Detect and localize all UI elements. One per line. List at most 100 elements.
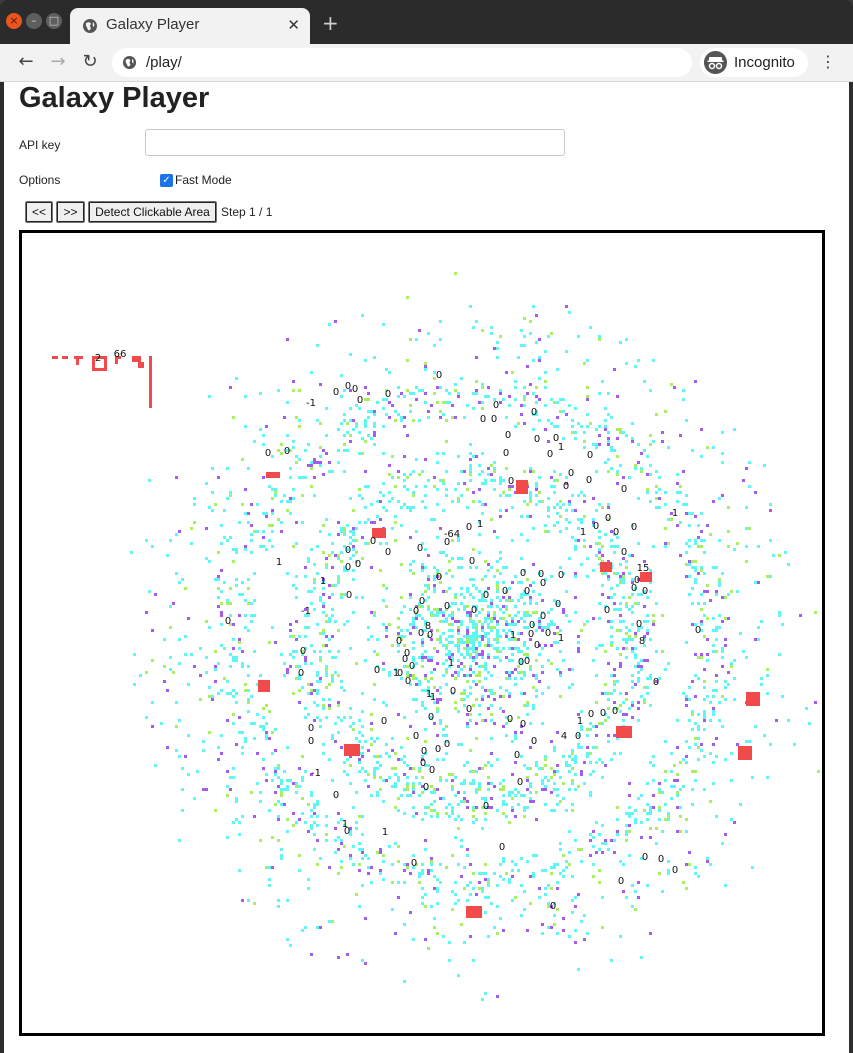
ship-marker[interactable] <box>266 472 280 478</box>
ship-marker[interactable] <box>104 356 107 371</box>
galaxy-cell <box>244 683 247 686</box>
galaxy-cell <box>646 686 649 689</box>
galaxy-cell <box>535 773 538 776</box>
galaxy-cell <box>721 461 724 464</box>
window-minimize-button[interactable]: – <box>26 13 42 29</box>
galaxy-cell <box>241 665 244 668</box>
galaxy-cell <box>331 470 334 473</box>
galaxy-cell <box>319 383 322 386</box>
galaxy-cell <box>574 611 577 614</box>
galaxy-cell <box>433 575 436 578</box>
api-key-input[interactable] <box>145 129 565 156</box>
galaxy-cell <box>517 356 520 359</box>
galaxy-cell <box>214 680 217 683</box>
back-arrow-icon[interactable]: ← <box>18 51 34 72</box>
ship-marker[interactable] <box>258 680 270 692</box>
galaxy-cell <box>484 677 487 680</box>
ship-marker[interactable] <box>92 356 107 359</box>
forward-arrow-icon[interactable]: → <box>50 51 66 72</box>
galaxy-cell <box>448 401 451 404</box>
ship-marker[interactable] <box>640 572 652 582</box>
galaxy-cell <box>592 497 595 500</box>
galaxy-cell <box>526 365 529 368</box>
galaxy-cell <box>643 635 646 638</box>
address-bar[interactable]: /play/ <box>112 48 692 77</box>
tab-close-icon[interactable]: ✕ <box>287 16 300 34</box>
galaxy-cell <box>382 623 385 626</box>
galaxy-cell <box>628 815 631 818</box>
galaxy-cell <box>373 767 376 770</box>
ship-marker[interactable] <box>372 528 386 538</box>
prev-step-button[interactable]: << <box>25 201 53 223</box>
galaxy-cell <box>220 524 223 527</box>
ship-marker[interactable] <box>616 726 632 738</box>
galaxy-cell <box>406 737 409 740</box>
galaxy-cell <box>571 803 574 806</box>
galaxy-number-label: 0 <box>518 657 524 668</box>
ship-marker[interactable] <box>52 356 58 359</box>
galaxy-cell <box>721 494 724 497</box>
galaxy-cell <box>337 581 340 584</box>
galaxy-cell <box>349 725 352 728</box>
detect-clickable-area-button[interactable]: Detect Clickable Area <box>88 201 217 223</box>
ship-marker[interactable] <box>738 746 752 760</box>
galaxy-cell <box>610 959 613 962</box>
kebab-menu-icon[interactable]: ⋮ <box>820 52 836 71</box>
galaxy-cell <box>565 413 568 416</box>
galaxy-cell <box>370 566 373 569</box>
galaxy-cell <box>721 725 724 728</box>
ship-marker[interactable] <box>92 368 107 371</box>
galaxy-cell <box>586 746 589 749</box>
galaxy-cell <box>466 647 469 650</box>
fast-mode-checkbox[interactable]: ✓ <box>160 174 173 187</box>
window-maximize-button[interactable]: □ <box>46 13 62 29</box>
site-info-icon[interactable] <box>122 55 137 70</box>
galaxy-cell <box>607 707 610 710</box>
ship-marker[interactable] <box>149 356 152 408</box>
galaxy-cell <box>472 605 475 608</box>
next-step-button[interactable]: >> <box>56 201 85 223</box>
galaxy-number-label: 0 <box>436 370 442 381</box>
galaxy-cell <box>559 500 562 503</box>
ship-marker[interactable] <box>344 744 360 756</box>
galaxy-cell <box>280 854 283 857</box>
new-tab-button[interactable]: + <box>322 11 339 35</box>
galaxy-cell <box>757 638 760 641</box>
galaxy-cell <box>343 530 346 533</box>
galaxy-cell <box>421 641 424 644</box>
ship-marker[interactable] <box>76 356 79 365</box>
galaxy-cell <box>541 869 544 872</box>
galaxy-cell <box>454 881 457 884</box>
galaxy-cell <box>496 656 499 659</box>
ship-marker[interactable] <box>115 356 118 364</box>
galaxy-number-label: 1 <box>510 630 516 641</box>
window-close-button[interactable]: × <box>6 13 22 29</box>
galaxy-number-label: 0 <box>381 716 387 727</box>
galaxy-cell <box>442 401 445 404</box>
galaxy-canvas[interactable]: 2 66 -1 0 0 0 0 0 0 0 0 0 0 0 0 0 1 0 0 0 0 0 0 0 0 0 0 1 0 1 -64 0 0 0 0 0… <box>19 230 825 1036</box>
ship-marker[interactable] <box>466 906 482 918</box>
ship-marker[interactable] <box>600 562 612 572</box>
ship-marker[interactable] <box>138 362 144 368</box>
galaxy-cell <box>508 881 511 884</box>
ship-marker[interactable] <box>132 356 141 362</box>
fast-mode-label[interactable]: Fast Mode <box>175 173 232 187</box>
galaxy-cell <box>406 359 409 362</box>
ship-marker[interactable] <box>92 356 95 371</box>
galaxy-cell <box>610 446 613 449</box>
galaxy-cell <box>604 839 607 842</box>
galaxy-cell <box>535 395 538 398</box>
ship-marker[interactable] <box>62 356 68 359</box>
galaxy-cell <box>616 545 619 548</box>
galaxy-cell <box>679 434 682 437</box>
galaxy-cell <box>442 632 445 635</box>
galaxy-cell <box>271 509 274 512</box>
ship-marker[interactable] <box>516 480 528 494</box>
browser-tab[interactable]: Galaxy Player ✕ <box>70 8 310 44</box>
galaxy-cell <box>433 590 436 593</box>
galaxy-cell <box>187 773 190 776</box>
incognito-badge[interactable]: Incognito <box>700 48 808 77</box>
ship-marker[interactable] <box>746 692 760 706</box>
reload-icon[interactable]: ↻ <box>82 51 98 72</box>
